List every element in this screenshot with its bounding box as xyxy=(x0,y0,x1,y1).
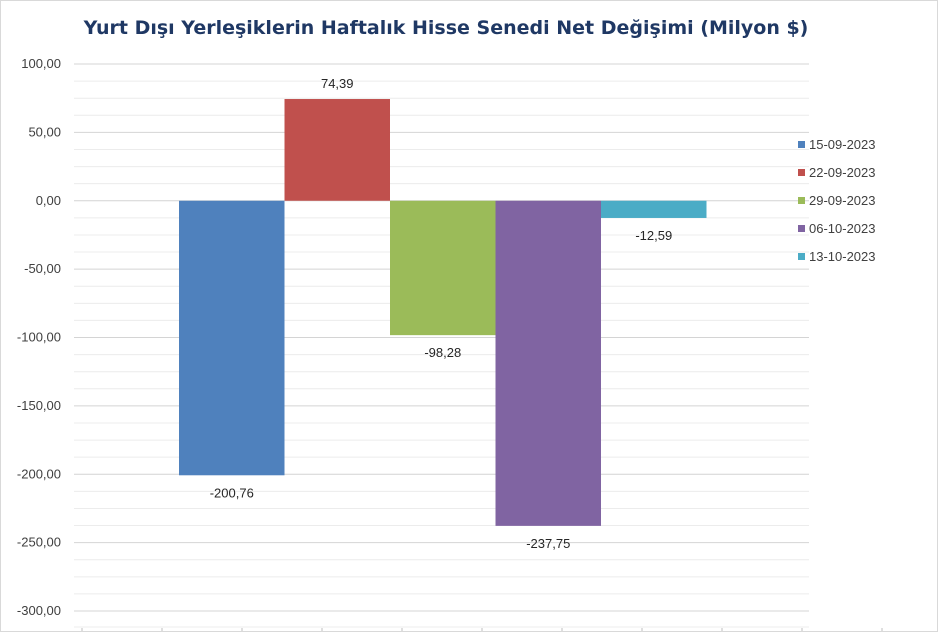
legend-item: 29-09-2023 xyxy=(798,186,876,214)
legend-swatch xyxy=(798,168,805,176)
y-tick-label: -150,00 xyxy=(17,398,61,413)
legend-swatch xyxy=(798,252,805,260)
bar-06-10-2023 xyxy=(495,200,601,526)
legend-label: 22-09-2023 xyxy=(809,164,876,180)
y-tick-label: 50,00 xyxy=(28,124,61,139)
y-tick-label: -100,00 xyxy=(17,330,61,345)
y-tick-label: -50,00 xyxy=(24,261,61,276)
bar-29-09-2023 xyxy=(390,200,496,336)
bar-15-09-2023 xyxy=(179,200,285,476)
legend-item: 22-09-2023 xyxy=(798,158,876,186)
data-label-29-09-2023: -98,28 xyxy=(424,345,461,360)
chart-title: Yurt Dışı Yerleşiklerin Haftalık Hisse S… xyxy=(83,17,809,39)
legend-swatch xyxy=(798,196,805,204)
data-label-22-09-2023: 74,39 xyxy=(321,76,354,91)
legend: 15-09-2023 22-09-2023 29-09-2023 06-10-2023… xyxy=(798,130,876,270)
legend-item: 06-10-2023 xyxy=(798,214,876,242)
y-tick-label: -250,00 xyxy=(17,535,61,550)
legend-label: 13-10-2023 xyxy=(809,248,876,264)
data-label-15-09-2023: -200,76 xyxy=(210,485,254,500)
data-label-06-10-2023: -237,75 xyxy=(526,536,570,551)
legend-swatch xyxy=(798,140,805,148)
y-tick-label: 0,00 xyxy=(36,193,61,208)
legend-item: 13-10-2023 xyxy=(798,242,876,270)
legend-label: 29-09-2023 xyxy=(809,192,876,208)
legend-item: 15-09-2023 xyxy=(798,130,876,158)
y-tick-label: -200,00 xyxy=(17,466,61,481)
bar-13-10-2023 xyxy=(601,200,707,218)
y-tick-label: 100,00 xyxy=(21,56,61,71)
data-label-13-10-2023: -12,59 xyxy=(635,228,672,243)
bar-22-09-2023 xyxy=(284,99,390,201)
y-tick-label: -300,00 xyxy=(17,603,61,618)
legend-label: 06-10-2023 xyxy=(809,220,876,236)
legend-label: 15-09-2023 xyxy=(809,136,876,152)
legend-swatch xyxy=(798,224,805,232)
